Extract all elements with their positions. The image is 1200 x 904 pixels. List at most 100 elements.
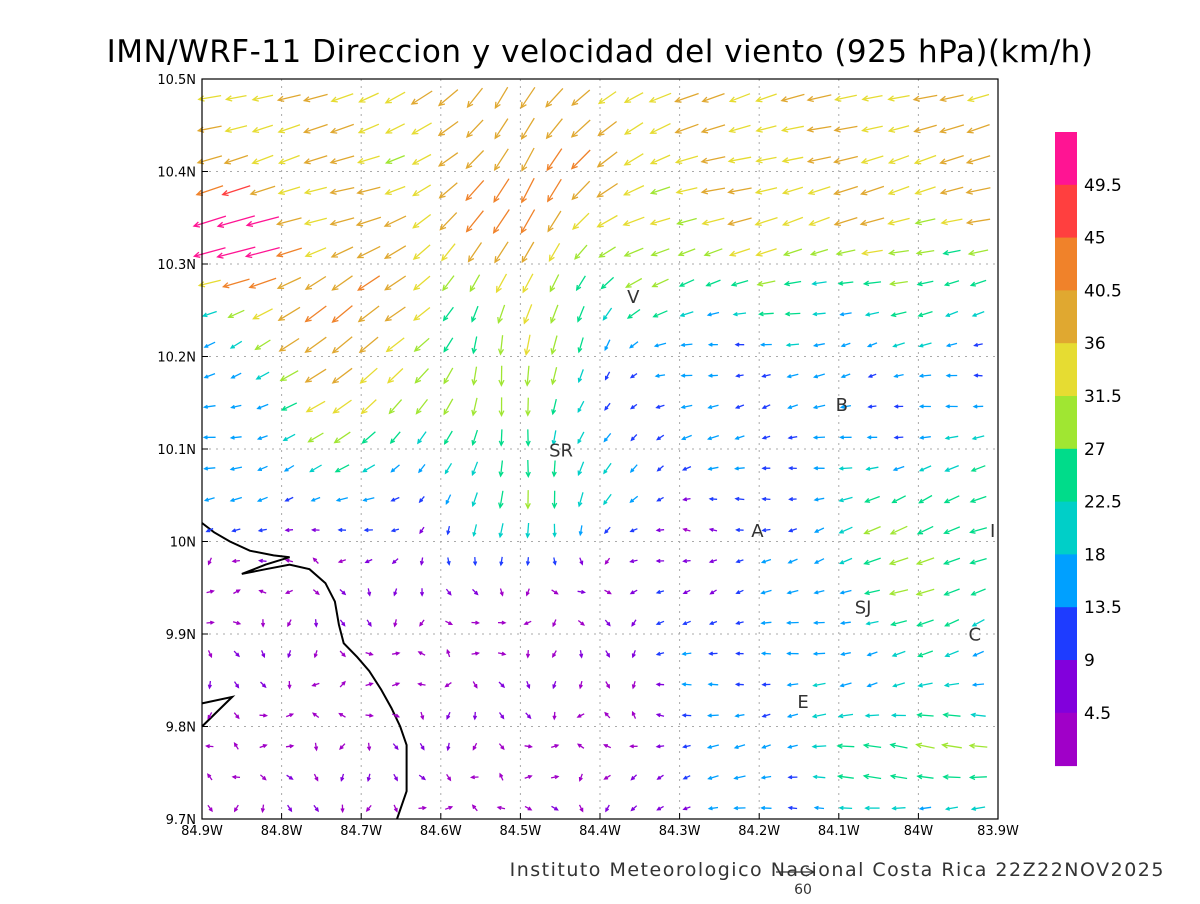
- wind-vector: [813, 282, 827, 286]
- wind-vector-shaft: [306, 306, 327, 322]
- wind-vector: [625, 248, 643, 256]
- legend-swatch: [1055, 132, 1077, 185]
- wind-vector: [683, 683, 692, 686]
- wind-vector: [495, 119, 508, 139]
- x-tick-label: 84.8W: [261, 824, 303, 839]
- wind-vector: [917, 250, 934, 254]
- wind-vector: [366, 652, 373, 655]
- wind-vector-shaft: [279, 307, 300, 320]
- wind-vector-shaft: [359, 306, 379, 322]
- wind-vector: [445, 621, 451, 624]
- wind-vector: [419, 775, 425, 779]
- wind-vector: [392, 465, 400, 472]
- wind-vector: [605, 775, 611, 779]
- wind-vector: [783, 187, 803, 194]
- wind-vector: [658, 806, 664, 809]
- wind-vector-shaft: [414, 276, 430, 290]
- wind-vector: [894, 467, 904, 471]
- wind-vector-shaft: [628, 310, 640, 319]
- wind-vector: [256, 340, 271, 349]
- wind-vector: [920, 807, 931, 810]
- wind-vector: [527, 589, 530, 596]
- wind-vector: [421, 712, 424, 719]
- wind-vector: [971, 497, 986, 503]
- x-tick-label: 84.2W: [738, 824, 780, 839]
- wind-vector: [866, 806, 880, 810]
- wind-vector: [703, 94, 725, 103]
- wind-vector: [393, 744, 397, 749]
- wind-vector: [684, 590, 690, 593]
- wind-vector: [391, 432, 400, 443]
- wind-vector: [572, 120, 590, 137]
- wind-vector: [365, 529, 373, 532]
- legend-swatch: [1055, 607, 1077, 660]
- wind-vector: [654, 311, 668, 317]
- wind-vector: [260, 590, 267, 593]
- wind-vector-shaft: [392, 465, 400, 472]
- wind-vector: [419, 652, 425, 655]
- wind-vector: [394, 805, 397, 811]
- wind-vector: [444, 399, 453, 414]
- wind-vector-shaft: [413, 155, 431, 165]
- wind-vector: [386, 307, 406, 321]
- y-tick-label: 10.3N: [157, 258, 196, 273]
- wind-vector-shaft: [417, 399, 428, 413]
- wind-vector-shaft: [572, 120, 590, 137]
- wind-vector: [260, 775, 265, 780]
- wind-vector-shaft: [362, 400, 377, 414]
- wind-vector: [253, 125, 273, 132]
- wind-vector: [443, 276, 454, 291]
- wind-vector: [892, 621, 907, 626]
- wind-vector-shaft: [598, 184, 618, 197]
- wind-vector: [499, 523, 503, 537]
- wind-vector-shaft: [572, 181, 589, 199]
- wind-vector: [258, 497, 267, 501]
- wind-vector: [250, 278, 276, 288]
- wind-vector: [599, 92, 616, 104]
- wind-vector-shaft: [442, 244, 455, 261]
- wind-vector: [420, 496, 425, 502]
- wind-vector: [709, 343, 718, 346]
- wind-vector: [942, 219, 963, 225]
- city-label: C: [969, 625, 982, 646]
- wind-vector: [940, 125, 964, 133]
- wind-vector: [790, 498, 797, 501]
- wind-vector: [472, 337, 477, 353]
- wind-vector: [916, 187, 936, 194]
- wind-vector: [889, 218, 910, 225]
- wind-vector: [386, 156, 404, 164]
- wind-vector-shaft: [387, 338, 404, 352]
- wind-vector-shaft: [415, 338, 429, 351]
- wind-vector: [331, 156, 354, 164]
- wind-vector: [891, 743, 908, 748]
- wind-vector: [416, 369, 429, 383]
- wind-vector: [233, 559, 240, 562]
- wind-vector: [548, 179, 562, 201]
- wind-vector: [333, 337, 352, 353]
- wind-vector: [363, 465, 375, 472]
- wind-vector: [865, 558, 881, 564]
- wind-vector: [735, 807, 746, 810]
- wind-vector: [921, 436, 931, 439]
- wind-vector: [763, 745, 771, 748]
- wind-vector: [968, 125, 990, 133]
- wind-vector-shaft: [467, 120, 483, 137]
- wind-vector: [814, 683, 826, 686]
- wind-vector: [313, 590, 318, 595]
- wind-vector-shaft: [386, 124, 404, 133]
- wind-vector: [840, 467, 852, 470]
- wind-vector: [334, 400, 352, 413]
- wind-vector: [762, 776, 771, 779]
- wind-vector: [658, 775, 664, 779]
- wind-vector: [333, 276, 353, 290]
- wind-vector: [447, 743, 450, 750]
- wind-vector: [498, 807, 505, 810]
- legend-swatch: [1055, 449, 1077, 502]
- x-tick-label: 84.4W: [579, 824, 621, 839]
- wind-vector: [889, 126, 909, 132]
- wind-vector: [624, 217, 645, 225]
- wind-vector: [572, 181, 589, 199]
- legend-label: 36: [1084, 334, 1106, 354]
- x-tick-label: 84.6W: [420, 824, 462, 839]
